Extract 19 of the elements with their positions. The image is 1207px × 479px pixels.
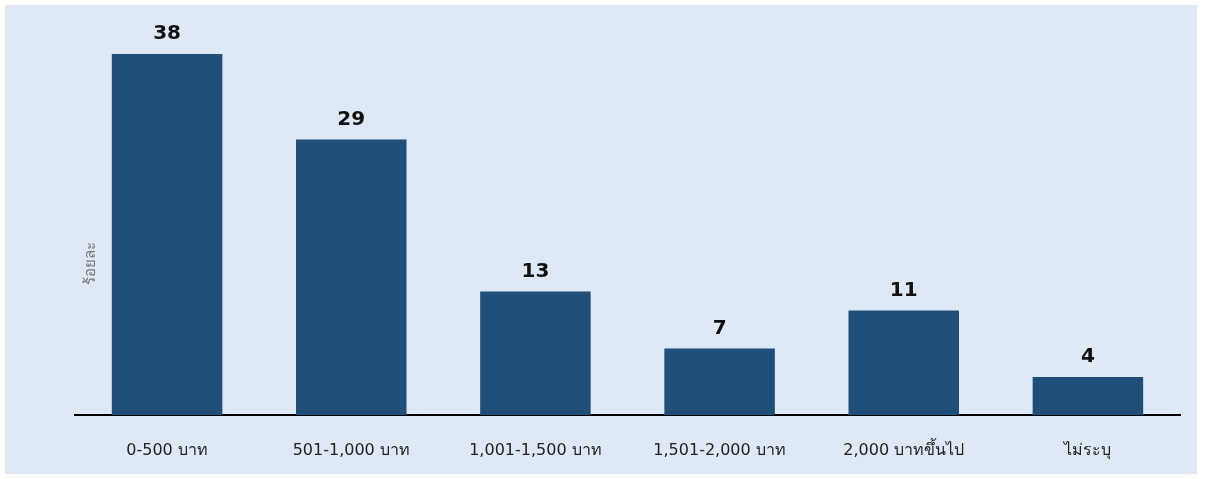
x-tick-label: ไม่ระบุ (1062, 439, 1112, 460)
x-tick-label: 501-1,000 บาท (292, 439, 410, 459)
bar (848, 310, 959, 415)
data-label: 13 (521, 257, 550, 282)
x-tick-label: 1,001-1,500 บาท (469, 439, 602, 459)
data-label: 38 (153, 20, 182, 45)
data-label: 11 (889, 276, 918, 301)
data-label: 29 (337, 105, 366, 130)
data-label: 7 (712, 314, 727, 339)
bar (111, 54, 223, 415)
bar (1032, 377, 1144, 415)
x-tick-label: 2,000 บาทขึ้นไป (843, 437, 965, 459)
y-axis-title: ร้อยละ (80, 241, 99, 285)
x-tick-label: 1,501-2,000 บาท (653, 439, 786, 459)
bar (664, 348, 775, 415)
x-tick-label: 0-500 บาท (126, 439, 208, 459)
bar (480, 291, 591, 415)
data-label: 4 (1080, 343, 1095, 368)
bar (296, 139, 407, 415)
